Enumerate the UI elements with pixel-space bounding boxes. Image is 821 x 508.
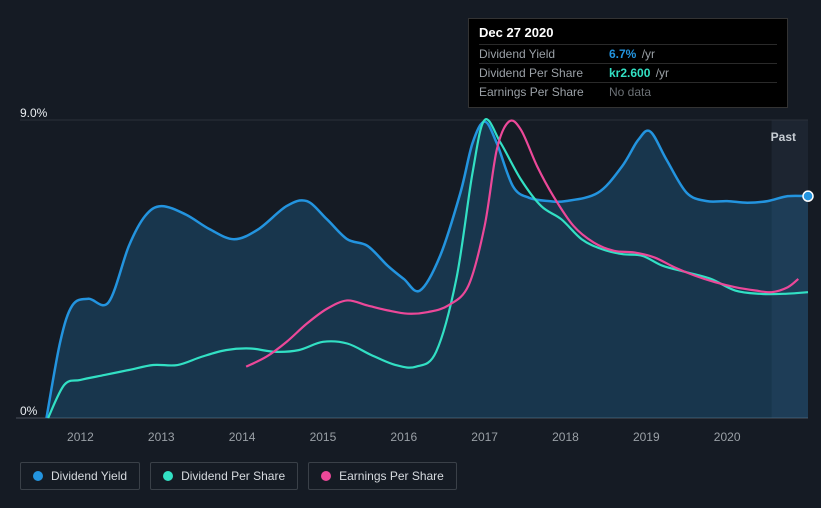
legend-label: Dividend Yield: [51, 469, 127, 483]
tooltip-nodata: No data: [609, 85, 651, 99]
tooltip-value: kr2.600 /yr: [609, 66, 669, 80]
past-label: Past: [771, 130, 796, 144]
x-axis-label: 2012: [67, 430, 94, 444]
x-axis-label: 2019: [633, 430, 660, 444]
legend-item[interactable]: Dividend Per Share: [150, 462, 298, 490]
legend-dot-icon: [321, 471, 331, 481]
x-axis-label: 2017: [471, 430, 498, 444]
chart-legend: Dividend Yield Dividend Per Share Earnings…: [20, 462, 457, 490]
tooltip-row: Dividend Per Sharekr2.600 /yr: [479, 63, 777, 82]
chart-tooltip: Dec 27 2020 Dividend Yield6.7% /yrDivide…: [468, 18, 788, 108]
legend-label: Dividend Per Share: [181, 469, 285, 483]
y-axis-label: 9.0%: [20, 106, 47, 120]
legend-item[interactable]: Dividend Yield: [20, 462, 140, 490]
x-axis-label: 2014: [229, 430, 256, 444]
tooltip-date: Dec 27 2020: [479, 25, 777, 40]
tooltip-label: Earnings Per Share: [479, 85, 609, 99]
dividend-chart: Past Dec 27 2020 Dividend Yield6.7% /yrD…: [0, 0, 821, 508]
legend-dot-icon: [33, 471, 43, 481]
legend-item[interactable]: Earnings Per Share: [308, 462, 457, 490]
x-axis-label: 2016: [390, 430, 417, 444]
tooltip-rows: Dividend Yield6.7% /yrDividend Per Share…: [479, 44, 777, 101]
x-axis-label: 2020: [714, 430, 741, 444]
tooltip-row: Earnings Per ShareNo data: [479, 82, 777, 101]
tooltip-label: Dividend Per Share: [479, 66, 609, 80]
tooltip-value: 6.7% /yr: [609, 47, 655, 61]
legend-dot-icon: [163, 471, 173, 481]
tooltip-label: Dividend Yield: [479, 47, 609, 61]
legend-label: Earnings Per Share: [339, 469, 444, 483]
x-axis-label: 2013: [148, 430, 175, 444]
y-axis-label: 0%: [20, 404, 37, 418]
x-axis-label: 2018: [552, 430, 579, 444]
x-axis-label: 2015: [310, 430, 337, 444]
tooltip-row: Dividend Yield6.7% /yr: [479, 44, 777, 63]
